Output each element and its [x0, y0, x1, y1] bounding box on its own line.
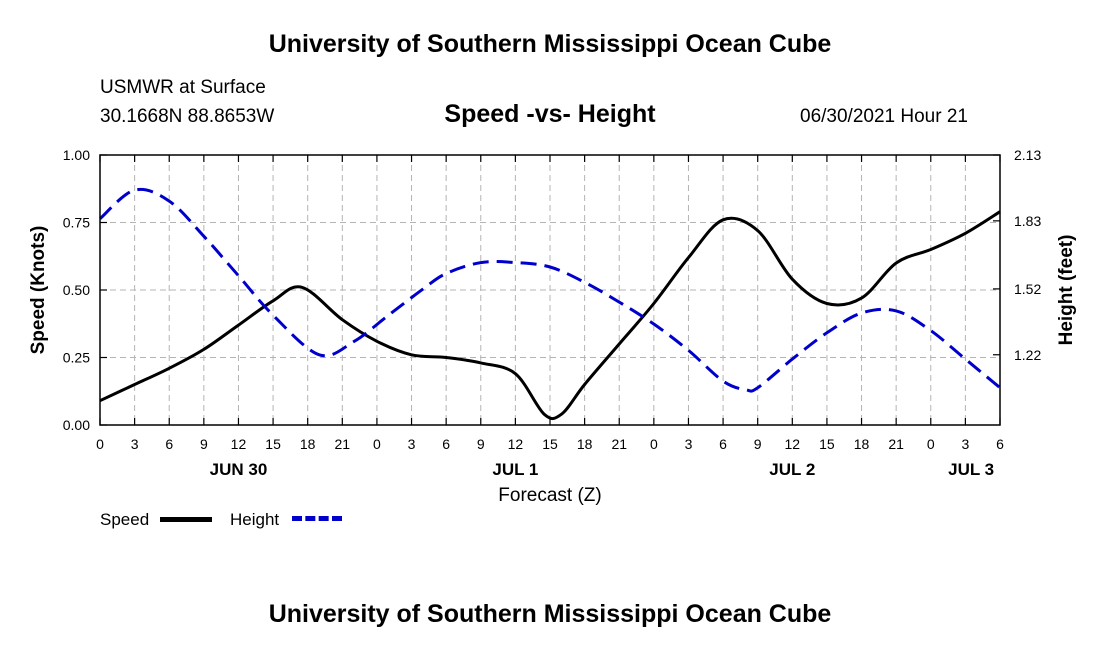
x-tick-label: 21 — [611, 436, 627, 452]
y-tick-label: 0.50 — [63, 282, 90, 298]
grid — [100, 155, 1000, 425]
x-tick-label: 15 — [819, 436, 835, 452]
x-tick-label: 12 — [508, 436, 524, 452]
y-tick-label: 0.00 — [63, 417, 90, 433]
y2-tick-label: 1.52 — [1014, 281, 1041, 297]
x-tick-label: 9 — [477, 436, 485, 452]
x-tick-label: 0 — [927, 436, 935, 452]
y-tick-label: 0.75 — [63, 215, 90, 231]
y2-tick-label: 2.13 — [1014, 147, 1041, 163]
x-tick-label: 3 — [131, 436, 139, 452]
x-axis-label: Forecast (Z) — [498, 485, 601, 506]
x-tick-label: 18 — [300, 436, 316, 452]
x-tick-label: 3 — [408, 436, 416, 452]
x-tick-label: 21 — [888, 436, 904, 452]
legend-speed-swatch — [160, 517, 212, 522]
x-tick-label: 9 — [754, 436, 762, 452]
y-tick-label: 1.00 — [63, 147, 90, 163]
station-name: USMWR at Surface — [100, 77, 266, 98]
chart-title: Speed -vs- Height — [444, 100, 656, 128]
x-tick-label: 0 — [650, 436, 658, 452]
x-tick-label: 12 — [231, 436, 247, 452]
day-label: JUN 30 — [210, 460, 268, 479]
x-tick-label: 12 — [785, 436, 801, 452]
y2-tick-label: 1.83 — [1014, 213, 1041, 229]
x-tick-label: 9 — [200, 436, 208, 452]
x-tick-label: 15 — [542, 436, 558, 452]
day-label: JUL 3 — [948, 460, 994, 479]
station-coordinates: 30.1668N 88.8653W — [100, 106, 275, 127]
y-tick-label: 0.25 — [63, 350, 90, 366]
legend-height-label: Height — [230, 510, 280, 529]
day-label: JUL 2 — [769, 460, 815, 479]
y2-tick-label: 1.22 — [1014, 347, 1041, 363]
x-tick-label: 0 — [96, 436, 104, 452]
run-time: 06/30/2021 Hour 21 — [800, 106, 968, 127]
x-tick-label: 6 — [442, 436, 450, 452]
series-layer — [98, 187, 1001, 421]
x-tick-label: 3 — [685, 436, 693, 452]
legend-speed-label: Speed — [100, 510, 150, 529]
speed-series-line — [99, 210, 1001, 421]
x-tick-label: 15 — [265, 436, 281, 452]
legend-height-swatch — [292, 516, 342, 521]
day-label: JUL 1 — [492, 460, 538, 479]
x-tick-label: 18 — [577, 436, 593, 452]
axis-labels: 0 3 6 9 12 15 18 21 0 3 6 9 12 15 18 21 0 3 6 9 12 15 18 21 0 3 6 0… — [28, 147, 1077, 506]
x-tick-label: 3 — [961, 436, 969, 452]
x-tick-label: 6 — [165, 436, 173, 452]
x-tick-label: 0 — [373, 436, 381, 452]
y2-axis-label: Height (feet) — [1056, 235, 1077, 346]
axis-ticks — [99, 154, 1001, 426]
x-tick-label: 21 — [335, 436, 351, 452]
y-axis-label: Speed (Knots) — [28, 226, 49, 355]
x-tick-label: 18 — [854, 436, 870, 452]
x-tick-label: 6 — [719, 436, 727, 452]
top-title: University of Southern Mississippi Ocean… — [268, 30, 832, 58]
x-tick-label: 6 — [996, 436, 1004, 452]
bottom-title: University of Southern Mississippi Ocean… — [268, 600, 832, 628]
height-series-line — [98, 187, 1001, 393]
